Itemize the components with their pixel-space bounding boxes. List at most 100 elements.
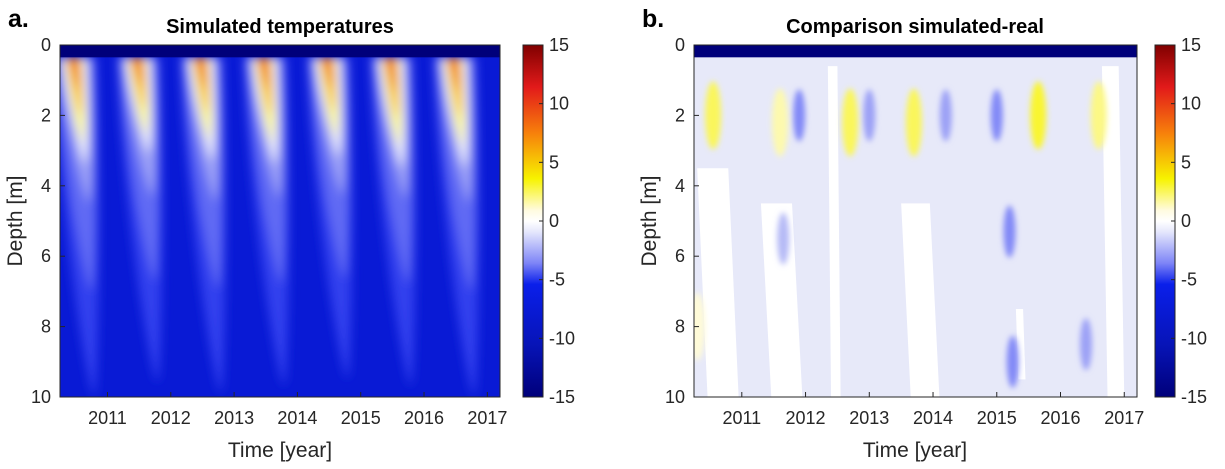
panel-b-letter: b. [642,5,664,33]
panel-a-plot-frame [59,44,501,398]
summer-plume [243,57,289,387]
panel-b-x-ticks: 2011 2012 2013 2014 2015 2016 2017 [722,392,1144,428]
x-tick-label: 2011 [88,408,127,428]
summer-plume [116,57,163,383]
near-zero-band [827,66,841,397]
x-tick-label: 2017 [1104,408,1144,428]
panel-b-y-ticks: 0 2 4 6 8 10 [665,35,699,407]
cool-anomaly [990,89,1003,142]
panel-a-y-ticks: 0 2 4 6 8 10 [31,35,65,407]
y-tick-label: 2 [41,105,51,125]
cool-anomaly [1006,335,1019,388]
panel-b-x-label: Time [year] [863,439,967,462]
colorbar-tick-label: 0 [1181,211,1191,231]
colorbar-tick-label: -5 [549,270,565,290]
x-tick-label: 2015 [977,408,1017,428]
panel-b-heatmap [694,45,1137,397]
colorbar-tick-label: -5 [1181,270,1197,290]
cool-anomaly [939,89,952,142]
x-tick-label: 2013 [214,408,254,428]
near-zero-band [697,168,739,397]
y-tick-label: 0 [675,35,685,55]
near-zero-band [901,203,940,397]
colorbar-tick-label: 0 [549,211,559,231]
plume-contour [322,57,333,88]
panel-a-x-label: Time [year] [228,439,332,462]
panel-a-y-label: Depth [m] [4,175,27,266]
y-tick-label: 0 [41,35,51,55]
cool-anomaly [793,89,806,142]
panel-b-title: Comparison simulated-real [786,16,1044,38]
y-tick-label: 10 [31,387,51,407]
panel-b-cool-spots [777,89,1093,388]
panel-b-colorbar-ticks: 15 10 5 0 -5 -10 -15 [1171,35,1207,407]
x-tick-label: 2013 [849,408,889,428]
colorbar-tick-label: -10 [1181,328,1207,348]
warm-anomaly [705,81,722,150]
y-tick-label: 8 [41,317,51,337]
panel-b: b. Comparison simulated-real 2011 2012 201… [638,5,1207,462]
x-tick-label: 2014 [277,408,317,428]
panel-a-plumes [60,57,479,397]
x-tick-label: 2017 [467,408,507,428]
panel-a: a. Simulated temperatures 2011 2012 2013 20… [4,5,575,462]
summer-plume [370,57,416,387]
summer-plume [60,57,99,397]
plume-contour [195,57,206,90]
x-tick-label: 2016 [404,408,444,428]
panel-b-warm-spots [694,81,1107,361]
panel-b-plot-frame [693,44,1138,398]
y-tick-label: 6 [41,246,51,266]
cool-anomaly [1080,318,1093,371]
colorbar-tick-label: -15 [1181,387,1207,407]
panel-a-heatmap [60,45,500,397]
cool-anomaly [777,212,790,265]
colorbar-tick-label: -15 [549,387,575,407]
panel-b-white-bands [697,66,1125,397]
colorbar-tick-label: 15 [1181,35,1201,55]
panel-a-surface-layer [60,45,500,58]
panel-b-y-label: Depth [m] [638,175,661,266]
colorbar-tick-label: -10 [549,328,575,348]
cool-anomaly [863,89,876,142]
y-tick-label: 4 [41,176,51,196]
y-tick-label: 10 [665,387,685,407]
plume-contour [69,57,79,91]
colorbar-tick-label: 15 [549,35,569,55]
warm-anomaly [1030,81,1047,150]
warm-anomaly [1090,81,1107,150]
x-tick-label: 2012 [151,408,191,428]
plume-contour [259,57,269,91]
warm-anomaly [905,88,922,157]
x-tick-label: 2014 [913,408,953,428]
x-tick-label: 2015 [341,408,381,428]
near-zero-band [760,203,803,397]
plume-contour [385,57,396,92]
panel-b-surface-layer [694,45,1137,58]
y-tick-label: 6 [675,246,685,266]
colorbar-tick-label: 10 [1181,94,1201,114]
colorbar-tick-label: 5 [549,152,559,172]
y-tick-label: 4 [675,176,685,196]
panel-a-colorbar-ticks: 15 10 5 0 -5 -10 -15 [539,35,575,407]
summer-plume [433,57,479,397]
cool-anomaly [1003,205,1016,258]
warm-anomaly [694,292,706,361]
plume-contour [132,57,143,87]
y-tick-label: 2 [675,105,685,125]
colorbar-tick-label: 5 [1181,152,1191,172]
panel-a-letter: a. [8,5,29,33]
summer-plume [180,57,226,394]
warm-anomaly [842,88,859,157]
x-tick-label: 2016 [1040,408,1080,428]
x-tick-label: 2012 [786,408,826,428]
panel-a-x-ticks: 2011 2012 2013 2014 2015 2016 2017 [88,392,507,428]
near-zero-band [1101,66,1125,397]
summer-plume [306,57,353,380]
y-tick-label: 8 [675,317,685,337]
colorbar-tick-label: 10 [549,94,569,114]
warm-anomaly [772,88,789,157]
plume-contour [448,57,459,92]
